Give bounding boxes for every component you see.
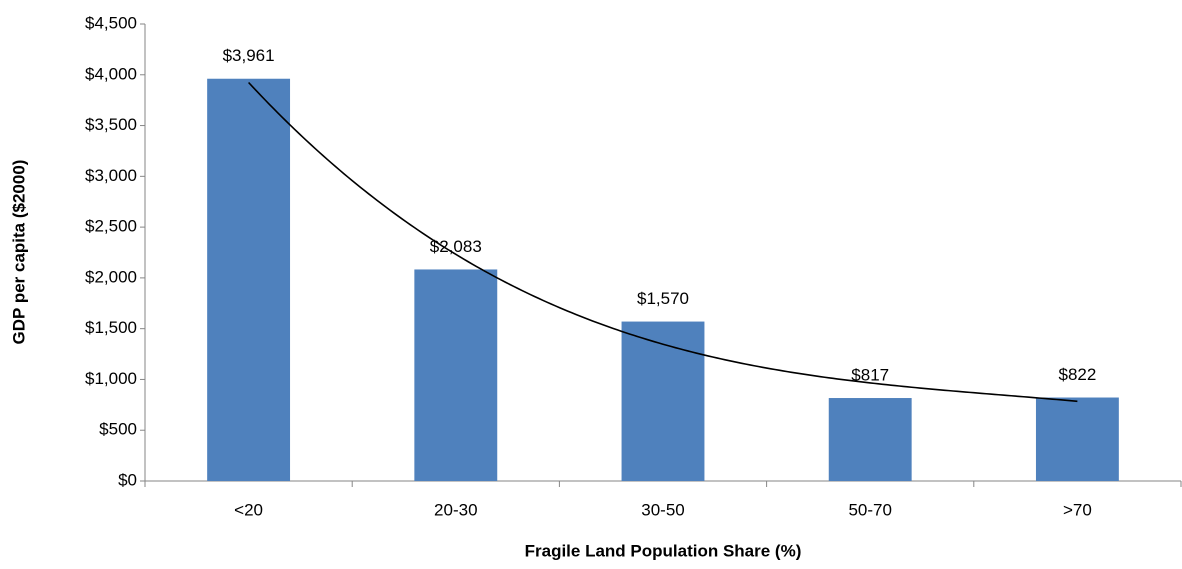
trendline <box>248 81 1078 403</box>
value-label: $817 <box>851 366 889 385</box>
y-tick-label: $1,500 <box>85 318 137 337</box>
y-tick-label: $500 <box>99 420 137 439</box>
y-tick-label: $3,500 <box>85 115 137 134</box>
x-tick-label: >70 <box>1063 500 1092 519</box>
x-axis-title: Fragile Land Population Share (%) <box>525 541 802 560</box>
y-tick-label: $0 <box>118 470 137 489</box>
y-tick-label: $3,000 <box>85 166 137 185</box>
bar <box>828 398 912 481</box>
bar <box>207 78 291 482</box>
x-tick-label: 20-30 <box>434 500 477 519</box>
value-label: $822 <box>1058 365 1096 384</box>
y-tick-label: $2,500 <box>85 217 137 236</box>
bar <box>414 269 498 481</box>
y-tick-label: $4,500 <box>85 13 137 32</box>
y-axis-title: GDP per capita ($2000) <box>9 160 28 345</box>
value-label: $1,570 <box>637 289 689 308</box>
x-tick-label: 50-70 <box>848 500 891 519</box>
bar <box>1035 397 1119 481</box>
y-tick-label: $1,000 <box>85 369 137 388</box>
x-tick-label: 30-50 <box>641 500 684 519</box>
value-label: $3,961 <box>223 46 275 65</box>
bar <box>621 321 705 481</box>
y-tick-label: $2,000 <box>85 267 137 286</box>
value-label: $2,083 <box>430 237 482 256</box>
y-tick-label: $4,000 <box>85 64 137 83</box>
x-tick-label: <20 <box>234 500 263 519</box>
